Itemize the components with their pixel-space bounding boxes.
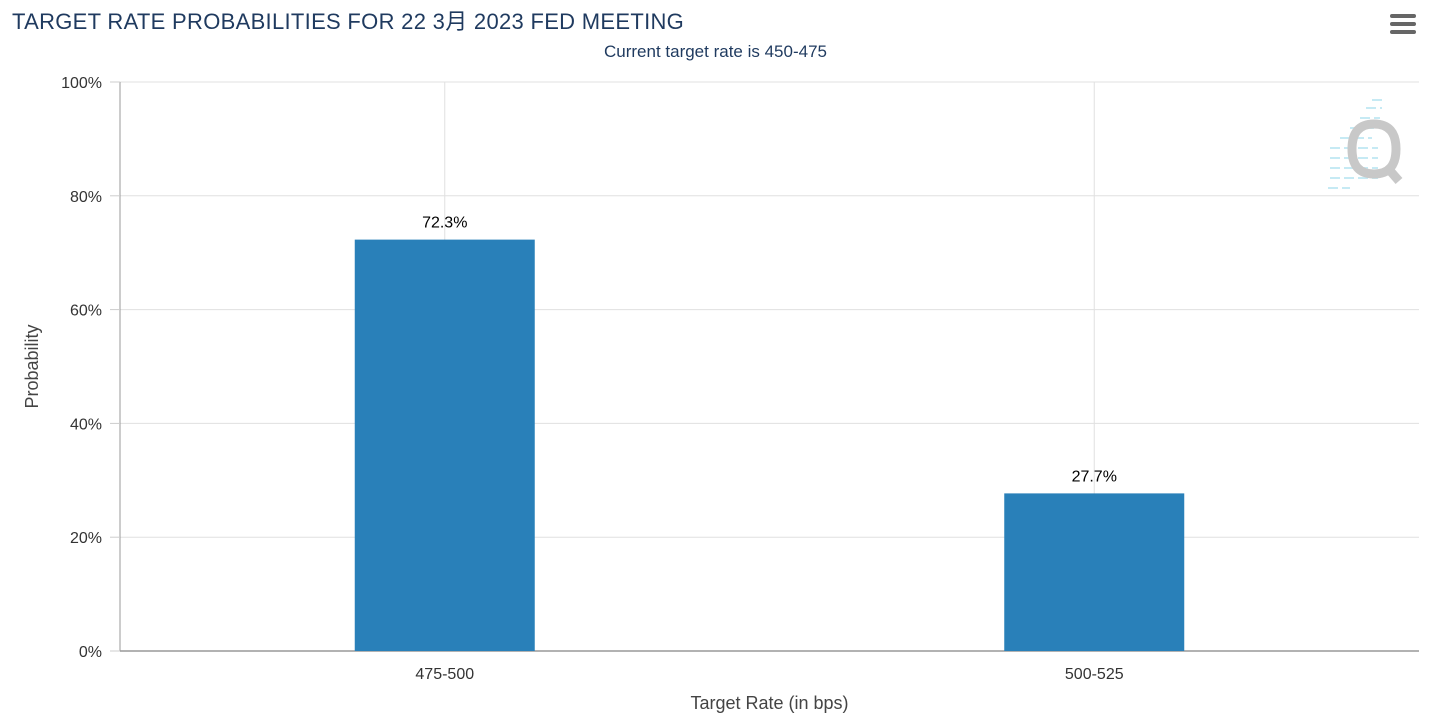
bar-475-500[interactable] xyxy=(354,239,535,651)
y-tick-label: 40% xyxy=(70,416,102,433)
bar-500-525[interactable] xyxy=(1004,493,1185,651)
y-tick-label: 20% xyxy=(70,530,102,547)
y-tick-label: 0% xyxy=(79,644,102,661)
bar-layer xyxy=(354,239,1185,651)
x-axis-title: Target Rate (in bps) xyxy=(690,693,848,713)
label-layer: 0% 20% 40% 60% 80% 100% 72.3% 475-500 27.7% 500-5… xyxy=(22,75,1124,713)
bar-data-label: 27.7% xyxy=(1072,468,1117,485)
y-tick-label: 80% xyxy=(70,189,102,206)
chart-subtitle: Current target rate is 450-475 xyxy=(603,42,827,61)
grid-layer xyxy=(120,81,1419,651)
x-tick-label: 500-525 xyxy=(1065,666,1124,683)
q-logo-icon xyxy=(1328,99,1403,189)
bar-data-label: 72.3% xyxy=(422,215,467,232)
x-tick-label: 475-500 xyxy=(415,666,474,683)
y-tick-label: 100% xyxy=(61,75,102,92)
y-axis-title: Probability xyxy=(22,324,42,408)
chart-title: TARGET RATE PROBABILITIES FOR 22 3月 2023… xyxy=(12,9,685,34)
axis-layer xyxy=(110,81,1419,652)
hamburger-menu-icon[interactable] xyxy=(1386,10,1420,40)
y-tick-label: 60% xyxy=(70,303,102,320)
